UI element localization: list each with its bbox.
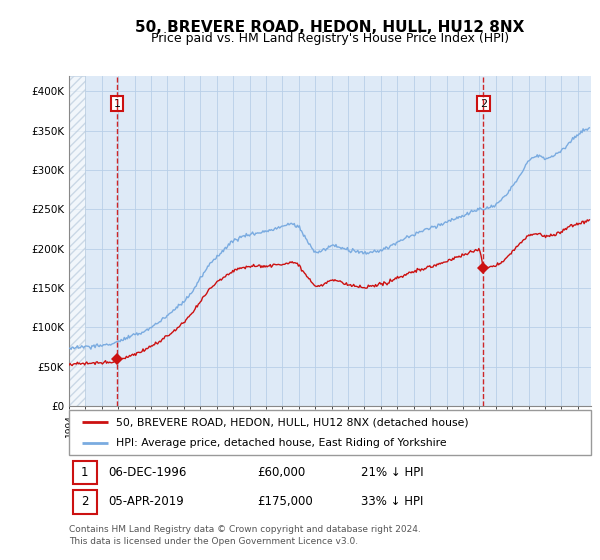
Text: 2: 2 bbox=[480, 99, 487, 109]
Text: 1: 1 bbox=[81, 466, 89, 479]
Text: 21% ↓ HPI: 21% ↓ HPI bbox=[361, 466, 424, 479]
Text: 50, BREVERE ROAD, HEDON, HULL, HU12 8NX (detached house): 50, BREVERE ROAD, HEDON, HULL, HU12 8NX … bbox=[116, 417, 469, 427]
FancyBboxPatch shape bbox=[73, 490, 97, 514]
Text: £175,000: £175,000 bbox=[257, 496, 313, 508]
Text: 06-DEC-1996: 06-DEC-1996 bbox=[108, 466, 187, 479]
Text: 2: 2 bbox=[81, 496, 89, 508]
Text: 33% ↓ HPI: 33% ↓ HPI bbox=[361, 496, 424, 508]
Text: 05-APR-2019: 05-APR-2019 bbox=[108, 496, 184, 508]
Bar bbox=[69, 76, 85, 406]
Text: Price paid vs. HM Land Registry's House Price Index (HPI): Price paid vs. HM Land Registry's House … bbox=[151, 32, 509, 45]
Text: £60,000: £60,000 bbox=[257, 466, 305, 479]
FancyBboxPatch shape bbox=[69, 410, 591, 455]
Text: Contains HM Land Registry data © Crown copyright and database right 2024.
This d: Contains HM Land Registry data © Crown c… bbox=[69, 525, 421, 546]
Text: 50, BREVERE ROAD, HEDON, HULL, HU12 8NX: 50, BREVERE ROAD, HEDON, HULL, HU12 8NX bbox=[136, 20, 524, 35]
Text: HPI: Average price, detached house, East Riding of Yorkshire: HPI: Average price, detached house, East… bbox=[116, 438, 446, 448]
FancyBboxPatch shape bbox=[73, 460, 97, 484]
Text: 1: 1 bbox=[113, 99, 121, 109]
